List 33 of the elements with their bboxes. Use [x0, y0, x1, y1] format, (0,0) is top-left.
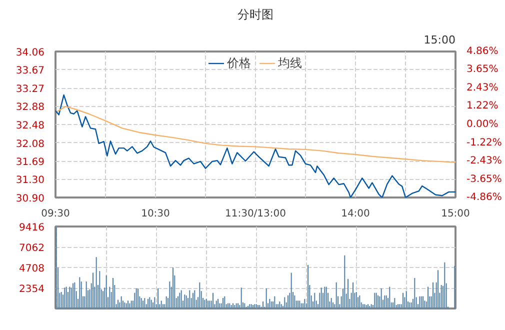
x-tick-label: 09:30 — [41, 208, 70, 220]
y-tick-label: 34.06 — [16, 48, 45, 58]
y2-tick-label: -2.43% — [466, 156, 502, 166]
y2-tick-label: -4.86% — [466, 192, 502, 203]
text: 15:00 — [424, 34, 456, 46]
y2-tick-label: -3.65% — [466, 174, 502, 185]
line-series — [56, 106, 456, 163]
x-tick-label: 14:00 — [341, 208, 370, 220]
y2-tick-label: 4.86% — [466, 46, 498, 57]
y-tick-label: 33.27 — [16, 84, 45, 95]
x-tick-label: 11:30/13:00 — [224, 208, 286, 220]
y-tick-label: 4708 — [19, 264, 45, 274]
chart-title: 分时图 — [238, 8, 274, 22]
y-tick-label: 30.90 — [16, 194, 45, 204]
y-tick-label: 9416 — [19, 222, 45, 234]
y2-tick-label: 3.65% — [466, 64, 498, 76]
x-tick-label: 10:30 — [141, 208, 170, 220]
y-tick-label: 31.30 — [16, 175, 45, 186]
y-tick-label: 7062 — [19, 243, 45, 254]
y2-tick-label: 0.00% — [466, 119, 498, 130]
x-tick-label: 15:00 — [441, 208, 470, 220]
y-tick-label: 2354 — [19, 284, 45, 295]
y-tick-label: 32.48 — [16, 120, 45, 132]
legend-label: 均线 — [278, 54, 302, 72]
y-tick-label: 32.88 — [16, 102, 45, 114]
y2-tick-label: -1.22% — [466, 137, 502, 148]
legend-label: 价格 — [227, 54, 251, 72]
y-tick-label: 32.08 — [16, 138, 45, 150]
y-tick-label: 33.67 — [16, 66, 45, 77]
line-series — [56, 94, 456, 198]
y2-tick-label: 1.22% — [466, 100, 498, 112]
y-tick-label: 31.69 — [16, 157, 45, 168]
y2-tick-label: 2.43% — [466, 82, 498, 94]
